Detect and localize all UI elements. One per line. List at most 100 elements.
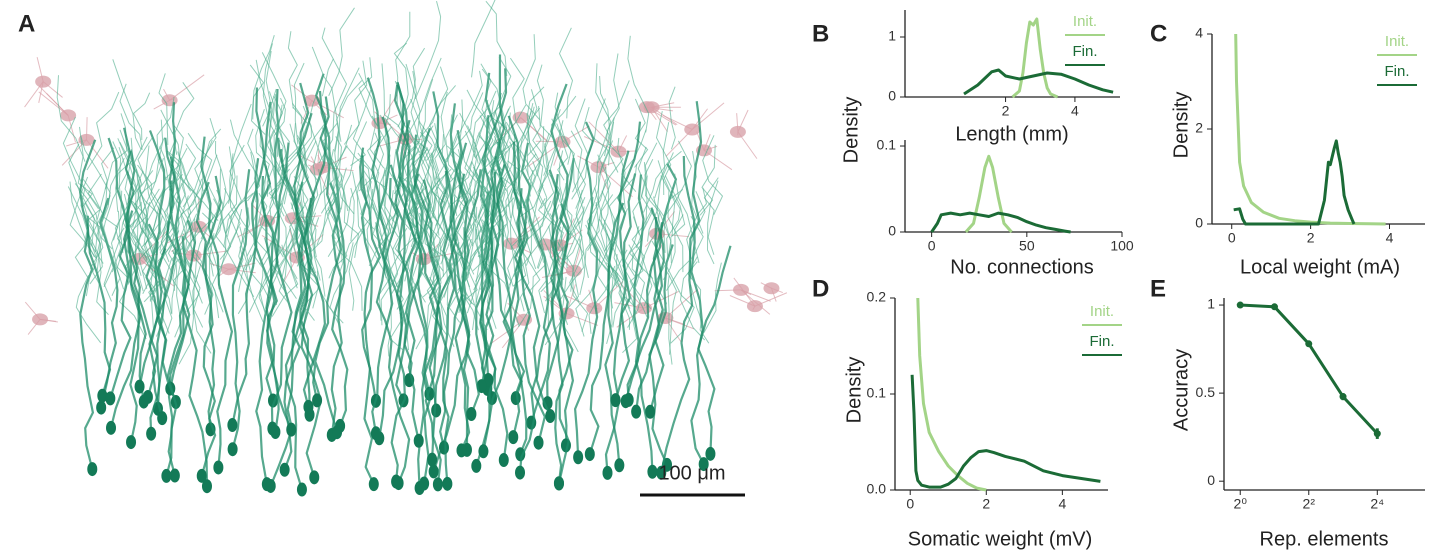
- branch: [613, 208, 637, 314]
- branch: [321, 27, 334, 97]
- branch: [590, 121, 615, 227]
- branch: [444, 92, 484, 162]
- branch: [119, 83, 143, 150]
- branch: [101, 195, 121, 296]
- branch: [178, 143, 197, 242]
- y-tick-label: 0.1: [877, 137, 897, 153]
- soma: [614, 458, 625, 473]
- branch: [174, 257, 182, 338]
- soma: [270, 425, 281, 440]
- soma: [368, 477, 379, 492]
- soma: [87, 462, 98, 477]
- branch: [286, 105, 312, 169]
- soma: [545, 409, 556, 424]
- branch: [247, 128, 261, 202]
- soma: [332, 425, 343, 440]
- branch: [639, 196, 662, 279]
- soma: [393, 476, 404, 491]
- x-axis-label: Length (mm): [955, 123, 1068, 145]
- soma: [456, 443, 467, 458]
- pink-branch: [38, 91, 69, 116]
- branch: [464, 160, 477, 234]
- dendrite: [431, 91, 458, 485]
- branch: [214, 140, 227, 211]
- pink-branch: [651, 102, 675, 108]
- soma: [309, 470, 320, 485]
- branch: [140, 119, 164, 194]
- x-tick-label: 2⁰: [1234, 496, 1248, 512]
- branch: [80, 135, 111, 206]
- soma: [508, 430, 519, 445]
- soma: [432, 477, 443, 492]
- branch: [526, 106, 543, 205]
- branch: [378, 205, 390, 284]
- branch: [280, 202, 298, 289]
- branch: [134, 187, 165, 276]
- legend-label: Fin.: [1384, 63, 1409, 80]
- branch: [301, 180, 321, 281]
- branch: [419, 268, 448, 339]
- branch: [358, 57, 379, 127]
- branch: [62, 116, 99, 210]
- branch: [522, 34, 541, 120]
- branch: [600, 166, 610, 251]
- branch: [665, 216, 704, 291]
- branch: [213, 146, 234, 222]
- branch: [666, 194, 681, 259]
- branch: [150, 215, 163, 287]
- branch: [239, 226, 270, 299]
- branch: [437, 150, 462, 223]
- branch: [474, 170, 490, 258]
- pink-branch: [85, 117, 88, 140]
- dendrite: [633, 174, 654, 472]
- branch: [549, 213, 564, 311]
- soma: [169, 468, 180, 483]
- y-tick-label: 0: [1195, 215, 1203, 231]
- soma: [227, 418, 238, 433]
- dendrite: [371, 116, 394, 434]
- branch: [627, 252, 646, 328]
- branch: [440, 177, 480, 265]
- pink-branch: [665, 317, 684, 325]
- soma: [584, 447, 595, 462]
- branch: [532, 105, 543, 177]
- branch: [255, 59, 279, 157]
- branch: [182, 233, 203, 315]
- legend-label: Fin.: [1089, 333, 1114, 350]
- branch: [112, 59, 142, 150]
- branch: [579, 202, 600, 296]
- dendrite: [484, 171, 509, 461]
- dendrite: [109, 210, 142, 429]
- branch: [475, 197, 515, 282]
- branch: [536, 64, 555, 140]
- branch: [703, 177, 719, 255]
- pink-branch: [139, 253, 159, 260]
- branch: [527, 161, 548, 240]
- pink-branch: [379, 114, 398, 124]
- branch: [409, 185, 430, 272]
- pink-branch: [562, 125, 590, 143]
- branch: [436, 131, 459, 219]
- branch: [142, 158, 164, 246]
- panel-label: B: [812, 20, 829, 47]
- branch: [74, 228, 90, 297]
- pink-branch: [616, 307, 645, 328]
- dendrite: [360, 155, 375, 485]
- pink-branch: [39, 318, 58, 323]
- branch: [337, 67, 360, 162]
- branch: [189, 229, 220, 319]
- branch: [156, 96, 175, 181]
- branch: [605, 262, 619, 345]
- panel-label: C: [1150, 20, 1167, 47]
- branch: [258, 254, 270, 317]
- branch: [327, 167, 347, 257]
- branch: [350, 89, 372, 167]
- branch: [86, 91, 120, 171]
- branch: [460, 217, 489, 306]
- branch: [706, 180, 719, 265]
- soma: [146, 426, 157, 441]
- pink-branch: [46, 93, 69, 116]
- pink-branch: [737, 109, 749, 133]
- y-tick-label: 0.2: [867, 289, 887, 305]
- x-tick-label: 2: [1002, 103, 1010, 119]
